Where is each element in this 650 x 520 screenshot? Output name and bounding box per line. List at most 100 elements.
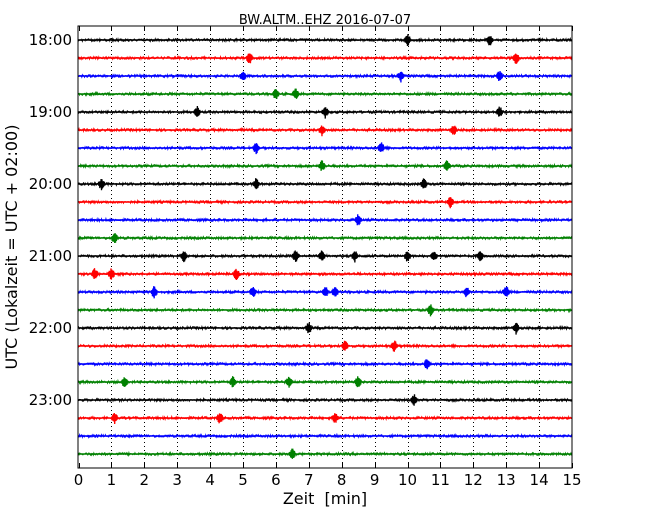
trace-line	[78, 268, 573, 280]
event-mark	[245, 53, 254, 64]
event-mark	[403, 34, 412, 46]
event-mark	[512, 53, 520, 64]
event-mark	[446, 197, 454, 209]
event-mark	[354, 214, 362, 226]
traces	[78, 34, 573, 459]
x-tick-label: 14	[530, 471, 549, 489]
event-mark	[426, 304, 435, 317]
event-mark	[318, 250, 326, 261]
x-tick-label: 10	[398, 471, 417, 489]
trace-line	[78, 340, 573, 352]
y-tick-label: 19:00	[29, 103, 72, 121]
event-mark	[430, 251, 438, 261]
event-mark	[443, 160, 451, 171]
trace-line	[78, 376, 573, 388]
event-mark	[331, 413, 339, 423]
trace-line	[78, 34, 573, 46]
trace-line	[78, 53, 573, 64]
y-tick-label: 21:00	[29, 247, 72, 265]
event-mark	[351, 251, 359, 263]
event-mark	[291, 88, 300, 99]
event-mark	[252, 143, 260, 155]
event-mark	[305, 322, 313, 334]
x-tick-label: 5	[238, 471, 248, 489]
event-mark	[232, 268, 241, 280]
x-tick-label: 7	[304, 471, 314, 489]
y-axis-label: UTC (Lokalzeit = UTC + 02:00)	[2, 125, 21, 370]
event-mark	[495, 106, 504, 117]
x-tick-label: 2	[140, 471, 150, 489]
trace-line	[78, 304, 573, 317]
event-mark	[291, 250, 300, 262]
plot-frame	[77, 25, 573, 469]
event-mark	[239, 71, 247, 80]
y-tick-label: 20:00	[29, 175, 72, 193]
trace-line	[78, 178, 573, 191]
event-mark	[272, 89, 280, 99]
x-tick-label: 0	[74, 471, 84, 489]
trace-line	[78, 106, 573, 119]
event-mark	[463, 287, 471, 298]
event-mark	[390, 340, 398, 352]
event-mark	[331, 287, 339, 297]
event-mark	[403, 251, 412, 262]
trace-line	[78, 88, 573, 99]
trace-line	[78, 322, 573, 335]
trace-line	[78, 142, 573, 155]
event-mark	[107, 268, 116, 280]
event-mark	[249, 287, 257, 297]
x-tick-label: 15	[562, 471, 581, 489]
event-mark	[476, 251, 484, 262]
trace-line	[78, 197, 573, 209]
trace-line	[78, 214, 573, 226]
event-mark	[288, 448, 296, 459]
trace-line	[78, 432, 573, 440]
x-tick-label: 11	[431, 471, 450, 489]
trace-line	[78, 125, 573, 137]
x-axis-label: Zeit [min]	[283, 489, 367, 508]
x-tick-label: 13	[497, 471, 516, 489]
event-mark	[318, 160, 326, 171]
event-mark	[423, 359, 431, 370]
event-mark	[150, 286, 158, 299]
event-mark	[449, 125, 458, 135]
trace-line	[78, 286, 573, 299]
x-tick-label: 8	[337, 471, 347, 489]
event-mark	[120, 377, 129, 387]
event-mark	[111, 233, 119, 243]
event-mark	[193, 106, 201, 117]
event-mark	[111, 412, 119, 425]
event-mark	[252, 178, 260, 190]
grid-lines	[111, 26, 540, 468]
event-mark	[502, 286, 510, 297]
trace-line	[78, 448, 573, 459]
y-tick-label: 23:00	[29, 391, 72, 409]
event-mark	[97, 178, 106, 191]
trace-line	[78, 70, 573, 83]
event-mark	[318, 125, 326, 137]
event-mark	[341, 340, 349, 351]
trace-line	[78, 412, 573, 425]
event-mark	[321, 287, 329, 297]
y-tick-label: 18:00	[29, 31, 72, 49]
y-tick-label: 22:00	[29, 319, 72, 337]
trace-line	[78, 160, 573, 171]
trace-line	[78, 250, 573, 263]
x-tick-label: 6	[271, 471, 281, 489]
chart-title: BW.ALTM..EHZ 2016-07-07	[239, 13, 411, 28]
x-tick-label: 4	[205, 471, 215, 489]
axis-ticks: 0 1 2 3 4 5 6 7 8 9 10 11 12 13 14 1518:0019:0020:0021:…	[29, 26, 582, 489]
trace-line	[78, 394, 573, 406]
trace-line	[78, 359, 573, 370]
event-mark	[354, 376, 362, 388]
event-mark	[420, 178, 428, 189]
event-mark	[397, 71, 405, 83]
event-mark	[216, 413, 224, 424]
event-mark	[229, 376, 237, 388]
trace-line	[78, 233, 573, 243]
event-mark	[512, 322, 520, 335]
x-tick-label: 12	[464, 471, 483, 489]
event-mark	[377, 142, 385, 152]
x-tick-label: 1	[107, 471, 117, 489]
